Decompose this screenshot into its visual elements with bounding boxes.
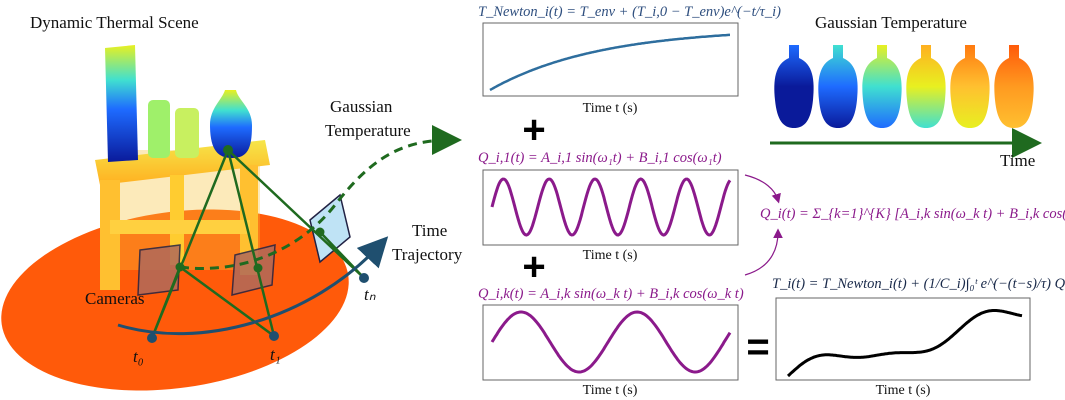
panel-title: Gaussian Temperature xyxy=(815,13,967,32)
scene: Dynamic Thermal Scene Gaussian Temperatu… xyxy=(1,13,463,391)
camera xyxy=(309,193,351,264)
plus: + xyxy=(522,108,545,152)
camera xyxy=(231,244,276,296)
temperature-panel: Gaussian Temperature Time xyxy=(770,13,1042,170)
curve xyxy=(786,309,1023,378)
gaussian-arrow xyxy=(179,125,462,270)
curve xyxy=(489,33,730,92)
table-rail xyxy=(110,220,250,234)
object xyxy=(175,108,199,158)
table-leg xyxy=(100,180,120,290)
time-point: t₁ xyxy=(270,345,281,364)
trajectory-label: Trajectory xyxy=(392,245,463,264)
vase xyxy=(950,45,990,128)
gaussian-label: Gaussian xyxy=(330,97,393,116)
formula: T_Newton_i(t) = T_env + (T_i,0 − T_env)e… xyxy=(478,4,781,20)
curve xyxy=(490,310,732,374)
trajectory xyxy=(117,236,389,336)
gaussian-label: Temperature xyxy=(325,121,411,140)
formula: T_i(t) = T_Newton_i(t) + (1/C_i)∫₀ᵗ e^(−… xyxy=(772,276,1065,292)
plot-box xyxy=(482,304,739,381)
axis-label: Time t (s) xyxy=(583,383,638,398)
plots: T_Newton_i(t) = T_env + (T_i,0 − T_env)e… xyxy=(478,4,1065,398)
object xyxy=(210,90,252,158)
formula: Q_i(t) = Σ_{k=1}^{K} [A_i,k sin(ω_k t) +… xyxy=(760,206,1065,222)
plot-box xyxy=(482,22,739,97)
time-label: Time xyxy=(1000,151,1035,170)
axis-label: Time t (s) xyxy=(876,383,931,398)
trajectory-label: Time xyxy=(412,221,447,240)
vase xyxy=(994,45,1034,128)
camera xyxy=(137,244,181,296)
vase xyxy=(818,45,858,128)
time-point: tₙ xyxy=(364,285,376,304)
object xyxy=(148,100,170,158)
axis-label: Time t (s) xyxy=(583,101,638,116)
plus: + xyxy=(522,245,545,289)
vase xyxy=(774,45,814,128)
plot-box xyxy=(482,169,739,246)
time-point: t₀ xyxy=(133,347,144,366)
curve xyxy=(490,177,732,237)
formula: Q_i,1(t) = A_i,1 sin(ω₁t) + B_i,1 cos(ω₁… xyxy=(478,150,722,166)
equals: = xyxy=(746,325,769,369)
scene-title: Dynamic Thermal Scene xyxy=(30,13,199,32)
axis-label: Time t (s) xyxy=(583,248,638,263)
plot-box xyxy=(775,297,1031,381)
vase xyxy=(906,45,946,128)
formula: Q_i,k(t) = A_i,k sin(ω_k t) + B_i,k cos(… xyxy=(478,286,744,302)
object xyxy=(105,45,138,162)
vase xyxy=(862,45,902,128)
cameras-label: Cameras xyxy=(85,289,144,308)
